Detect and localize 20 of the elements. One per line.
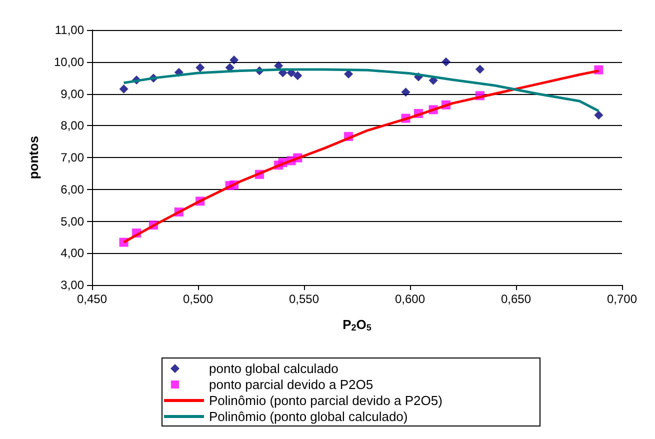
x-tick-label: 0,600 — [394, 292, 426, 306]
x-tick-label: 0,500 — [182, 292, 214, 306]
y-tick-label: 8,00 — [60, 118, 84, 133]
y-tick-label: 9,00 — [60, 86, 84, 101]
y-tick-label: 5,00 — [60, 214, 84, 228]
y-tick-label: 4,00 — [60, 246, 84, 260]
y-tick-label: 10,00 — [54, 54, 84, 69]
legend-label: ponto parcial devido a P2O5 — [209, 377, 374, 392]
x-tick-label: 0,700 — [606, 292, 638, 306]
y-tick-label: 6,00 — [60, 182, 84, 196]
y-axis-title: pontos — [26, 136, 41, 180]
legend-label: Polinômio (ponto global calculado) — [209, 409, 408, 424]
y-tick-label: 3,00 — [60, 278, 84, 292]
x-tick-label: 0,550 — [288, 292, 320, 306]
y-tick-label: 7,00 — [60, 150, 84, 164]
x-tick-label: 0,650 — [500, 292, 532, 306]
legend-label: Polinômio (ponto parcial devido a P2O5) — [209, 393, 442, 408]
legend-label: ponto global calculado — [209, 361, 338, 376]
x-tick-label: 0,450 — [76, 292, 108, 306]
y-tick-label: 11,00 — [54, 23, 84, 37]
